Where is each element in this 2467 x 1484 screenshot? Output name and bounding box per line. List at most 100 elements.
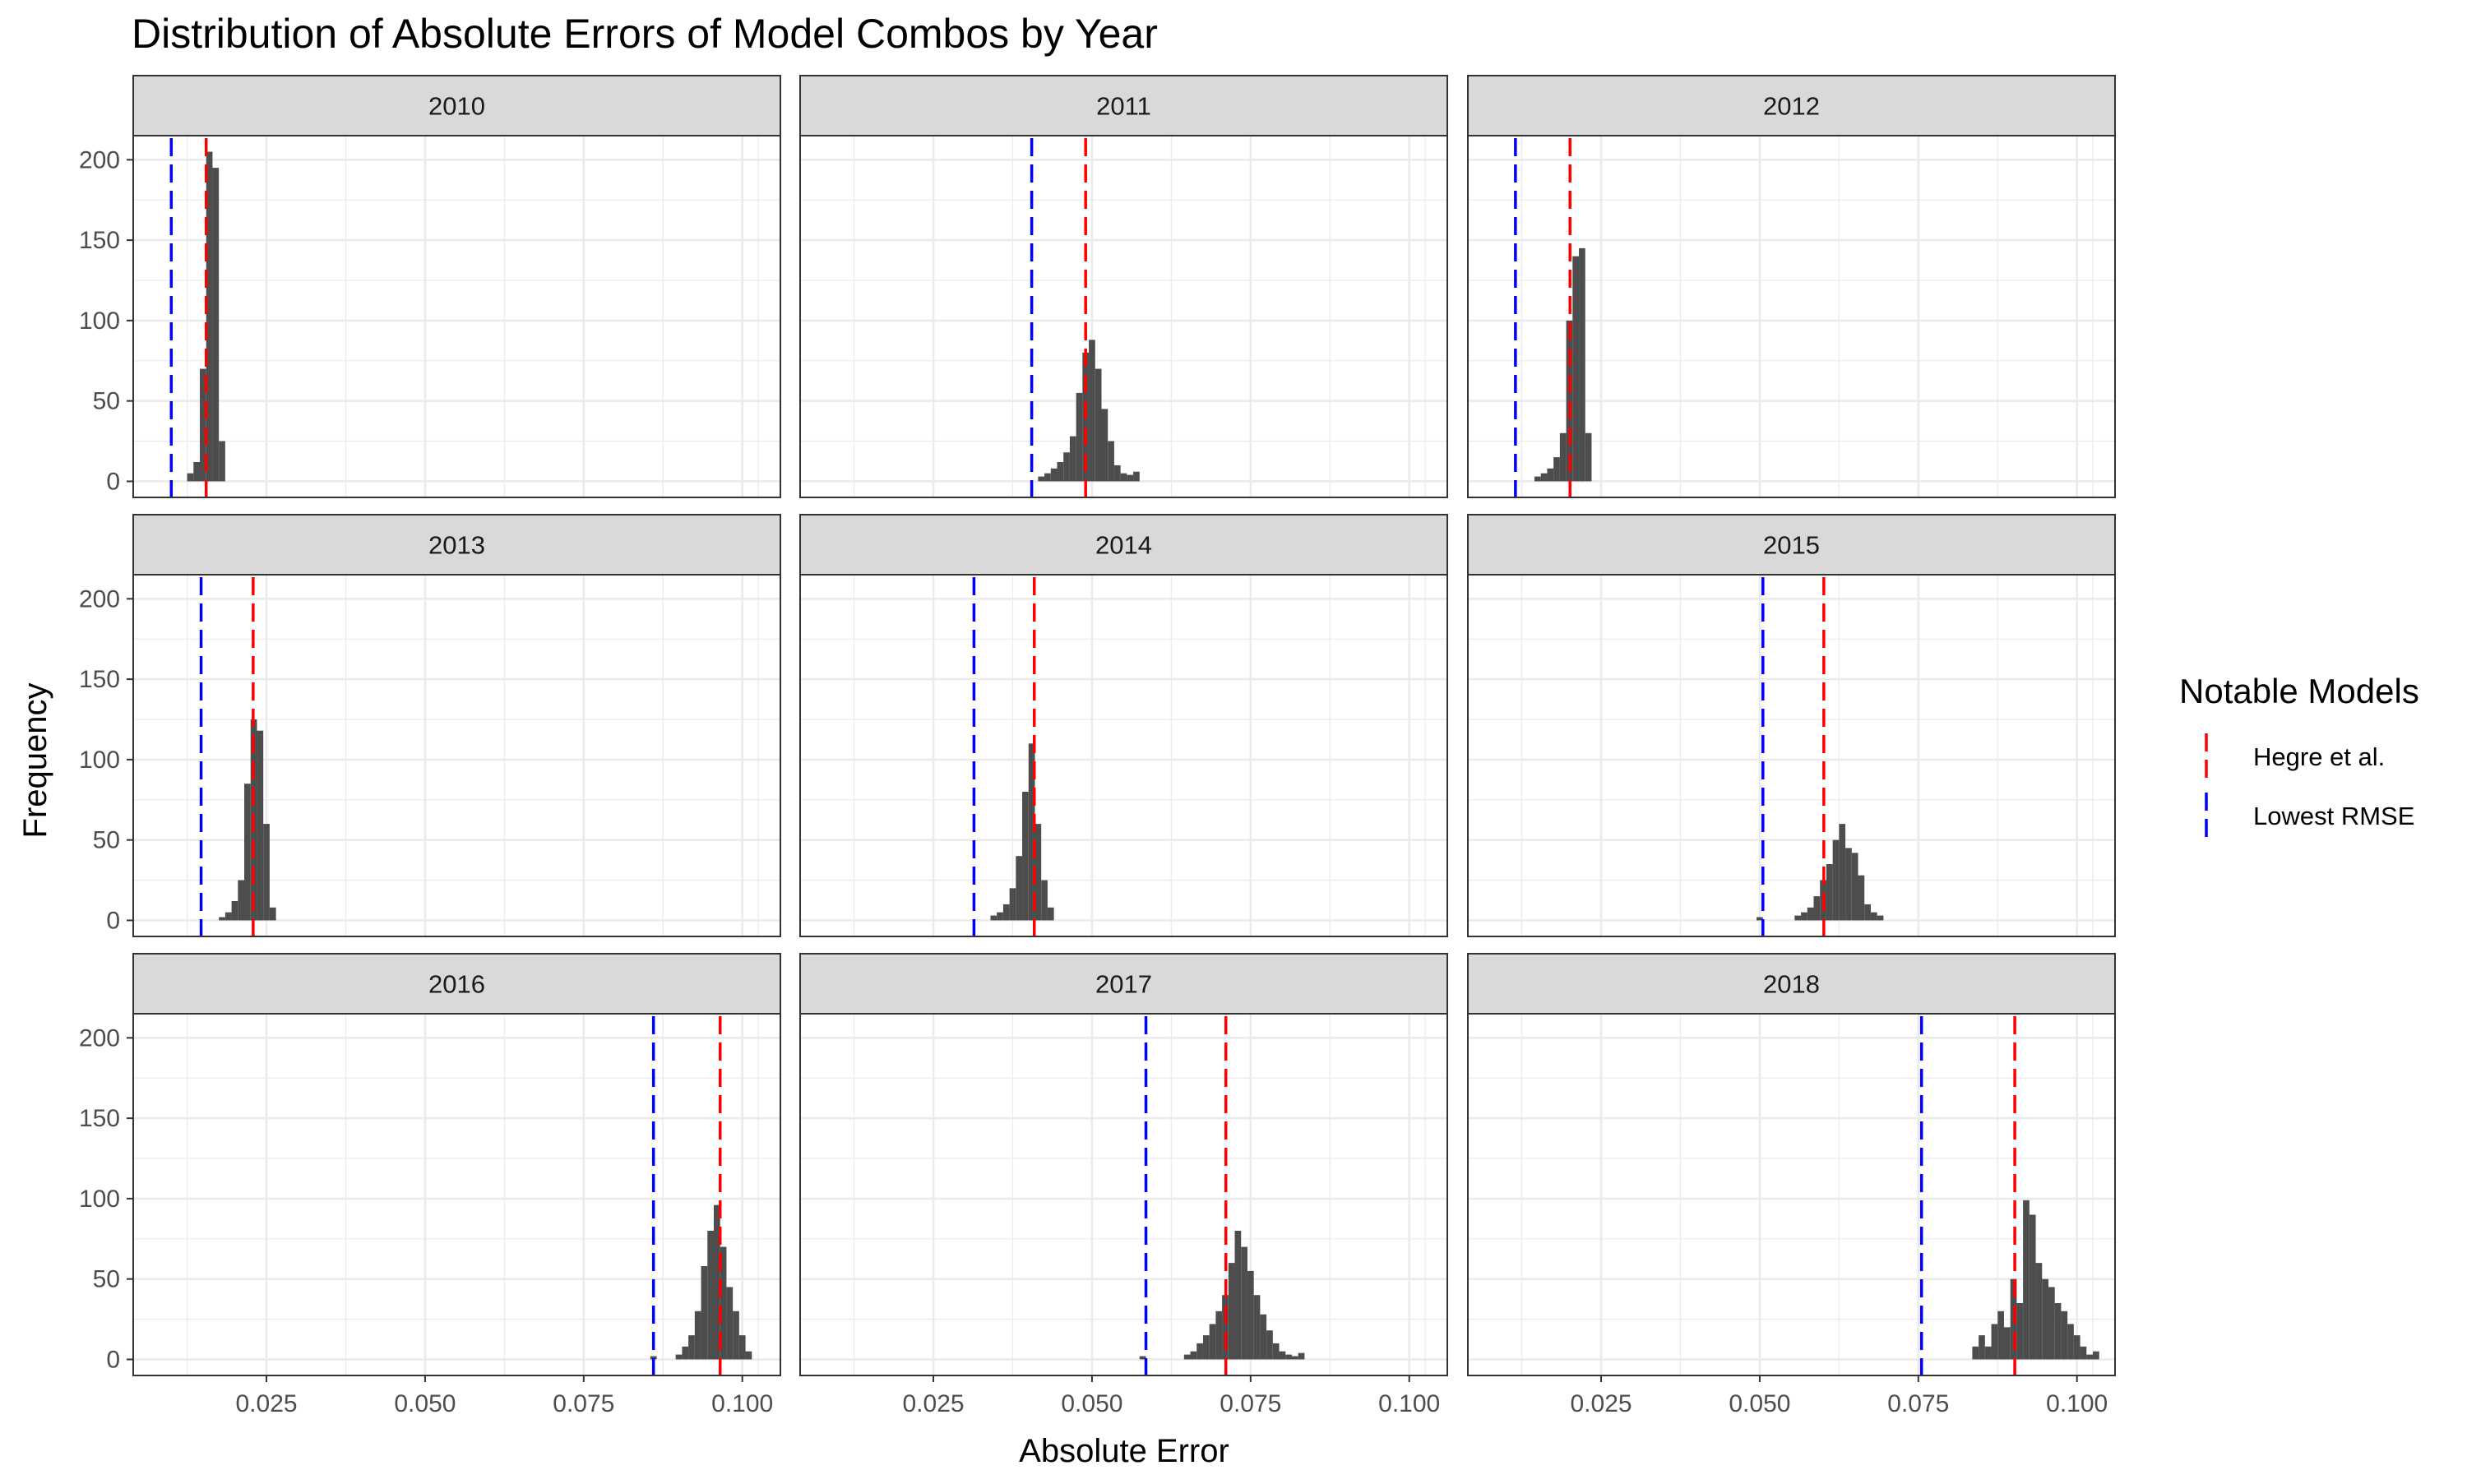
histogram-bar (1285, 1354, 1292, 1360)
gridlines (800, 575, 1447, 936)
histogram-bar (2073, 1335, 2081, 1360)
histogram-bar (1260, 1314, 1267, 1360)
y-tick-label: 0 (106, 907, 120, 934)
histogram-bar (2061, 1311, 2068, 1360)
histogram-bar (1034, 824, 1042, 921)
x-tick-label: 0.050 (394, 1390, 456, 1417)
facet-panel-2010: 2010 0 50 100 150 200 (79, 75, 781, 498)
legend-title: Notable Models (2179, 672, 2419, 710)
y-tick-label: 150 (79, 1105, 120, 1132)
histogram-bar (1009, 888, 1016, 921)
y-tick-label: 200 (79, 146, 120, 173)
histogram-bar (997, 912, 1003, 921)
facet-panel-2015: 2015 (1467, 514, 2116, 937)
histogram-bar (212, 168, 220, 482)
histogram-bar (2042, 1278, 2048, 1360)
panel-border (132, 574, 781, 937)
histogram-bar (269, 907, 276, 921)
x-axis-title: Absolute Error (1019, 1433, 1229, 1469)
histogram-bar (1858, 875, 1865, 921)
facet-strip (799, 514, 1448, 576)
histogram-bar (650, 1356, 657, 1360)
y-tick-label: 150 (79, 666, 120, 693)
histogram-bar (1196, 1343, 1203, 1360)
histogram-bar (257, 730, 264, 921)
histogram-bar (745, 1351, 752, 1360)
facet-strip-label: 2012 (1763, 92, 1820, 121)
histogram-bar (1984, 1346, 1992, 1360)
histogram-bar (2023, 1200, 2030, 1360)
y-tick-label: 50 (93, 827, 120, 854)
histogram-bar (1028, 743, 1035, 921)
histogram-bar (1266, 1330, 1273, 1360)
legend-label: Hegre et al. (2253, 742, 2385, 771)
histogram-bar (2016, 1303, 2024, 1360)
histogram-bar (187, 473, 194, 482)
histogram-bar (1057, 461, 1064, 482)
facet-panel-2012: 2012 (1467, 75, 2116, 498)
histogram-bar (682, 1346, 689, 1360)
histogram-bar (1222, 1295, 1229, 1360)
panel-border (1467, 574, 2116, 937)
histogram-bar (738, 1335, 746, 1360)
histogram-bar (219, 917, 225, 921)
histogram-bar (1234, 1231, 1242, 1360)
histogram-bar (2029, 1214, 2036, 1360)
histogram-bars (187, 151, 225, 482)
x-tick-label: 0.025 (902, 1390, 964, 1417)
facet-strip-label: 2014 (1095, 531, 1152, 560)
facet-strip-label: 2015 (1763, 531, 1820, 560)
histogram-bars (990, 743, 1054, 921)
histogram-bar (1832, 839, 1840, 921)
histogram-bar (1095, 368, 1102, 482)
facet-strip (799, 75, 1448, 136)
histogram-bar (1241, 1246, 1247, 1360)
histogram-bar (2092, 1351, 2099, 1360)
facet-panel-2017: 2017 0.025 0.050 0.075 0.100 (799, 953, 1448, 1417)
histogram-bar (2067, 1324, 2074, 1360)
panel-border (799, 1013, 1448, 1376)
histogram-bar (1139, 1356, 1146, 1360)
histogram-bar (1807, 907, 1814, 921)
histogram-bar (1547, 468, 1554, 482)
gridlines (133, 1014, 780, 1375)
histogram-bar (1076, 392, 1083, 482)
histogram-bars (1534, 247, 1592, 482)
histogram-bar (1108, 441, 1114, 482)
facet-strip (1467, 75, 2116, 136)
histogram-bars (650, 1204, 752, 1360)
x-tick-label: 0.050 (1729, 1390, 1790, 1417)
facet-strip-label: 2018 (1763, 970, 1820, 999)
legend-label: Lowest RMSE (2253, 802, 2414, 830)
facet-strip (132, 953, 781, 1015)
gridlines (133, 136, 780, 497)
gridlines (1468, 575, 2115, 936)
histogram-bar (238, 880, 245, 921)
histogram-bar (1044, 473, 1051, 482)
histogram-bar (726, 1287, 734, 1360)
histogram-bar (1047, 907, 1054, 921)
histogram-bar (193, 461, 201, 482)
panel-background (1468, 1014, 2115, 1375)
histogram-bar (1183, 1354, 1191, 1360)
facet-strip-label: 2013 (428, 531, 485, 560)
histogram-bar (2003, 1327, 2011, 1360)
histogram-bar (733, 1311, 739, 1360)
histogram-bar (1209, 1324, 1216, 1360)
panel-border (1467, 135, 2116, 498)
histogram-bar (1534, 476, 1541, 482)
histogram-bar (1585, 432, 1592, 482)
histogram-bar (1041, 880, 1048, 921)
histogram-bar (1979, 1335, 1985, 1360)
histogram-bar (1801, 912, 1807, 921)
y-tick-label: 0 (106, 1346, 120, 1373)
histogram-bar (1063, 452, 1070, 482)
histogram-bar (1870, 912, 1877, 921)
histogram-bar (1794, 915, 1802, 921)
facet-strip (132, 514, 781, 576)
histogram-bar (1120, 473, 1127, 482)
histogram-bar (1845, 848, 1852, 921)
histogram-bar (694, 1311, 701, 1360)
